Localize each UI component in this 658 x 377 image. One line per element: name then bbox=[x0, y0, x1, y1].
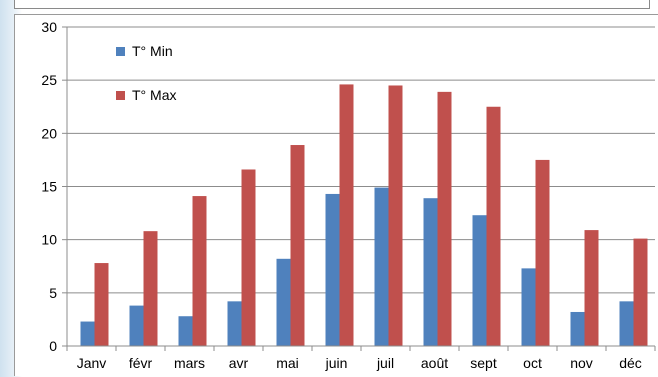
legend-swatch-1 bbox=[116, 91, 125, 100]
y-tick-label: 25 bbox=[41, 72, 57, 88]
y-tick-label: 30 bbox=[41, 19, 57, 35]
gridlines bbox=[67, 26, 655, 294]
bar-min-4 bbox=[276, 258, 291, 346]
bar-min-2 bbox=[178, 316, 193, 346]
legend: T° Min T° Max bbox=[116, 43, 177, 103]
bar-max-2 bbox=[192, 196, 207, 346]
bar-max-0 bbox=[94, 263, 109, 346]
bar-min-10 bbox=[570, 311, 585, 346]
y-tick-label: 10 bbox=[41, 232, 57, 248]
x-tick-label: avr bbox=[229, 355, 249, 371]
bar-min-8 bbox=[472, 215, 487, 346]
y-tick-label: 15 bbox=[41, 179, 57, 195]
bar-max-1 bbox=[143, 231, 158, 346]
x-tick-label: sept bbox=[470, 355, 497, 371]
x-tick-label: févr bbox=[129, 355, 153, 371]
bar-max-6 bbox=[388, 85, 403, 346]
temperature-bar-chart: 0 5 10 15 20 25 30 Janv févr mars avr mai juin juil ao… bbox=[41, 19, 656, 371]
bar-min-9 bbox=[521, 268, 536, 346]
x-tick-label: juin bbox=[325, 355, 348, 371]
y-tick-label: 20 bbox=[41, 125, 57, 141]
bar-min-7 bbox=[423, 198, 438, 346]
legend-label-1: T° Max bbox=[132, 87, 177, 103]
bars bbox=[80, 84, 648, 347]
x-tick-label: déc bbox=[619, 355, 642, 371]
previous-chart-frame-edge bbox=[14, 0, 650, 9]
x-tick-label: mai bbox=[276, 355, 299, 371]
x-tick-label: nov bbox=[570, 355, 593, 371]
bar-max-11 bbox=[633, 238, 648, 346]
bar-max-3 bbox=[241, 169, 256, 346]
x-tick-label: août bbox=[421, 355, 448, 371]
bar-min-5 bbox=[325, 193, 340, 346]
bar-min-11 bbox=[619, 301, 634, 346]
axes bbox=[62, 26, 656, 351]
bar-min-6 bbox=[374, 187, 389, 346]
bar-max-5 bbox=[339, 84, 354, 347]
x-tick-label: juil bbox=[376, 355, 394, 371]
legend-label-0: T° Min bbox=[132, 43, 173, 59]
x-tick-label: mars bbox=[174, 355, 205, 371]
y-tick-label: 5 bbox=[49, 285, 57, 301]
bar-min-1 bbox=[129, 305, 144, 346]
tick-labels: 0 5 10 15 20 25 30 Janv févr mars avr mai juin juil ao… bbox=[41, 19, 641, 371]
y-tick-label: 0 bbox=[49, 338, 57, 354]
x-tick-label: Janv bbox=[77, 355, 107, 371]
x-tick-label: oct bbox=[523, 355, 542, 371]
bar-min-3 bbox=[227, 301, 242, 346]
bar-max-4 bbox=[290, 145, 305, 346]
bar-max-9 bbox=[535, 159, 550, 346]
bar-max-10 bbox=[584, 230, 599, 346]
bar-min-0 bbox=[80, 321, 95, 346]
bar-max-8 bbox=[486, 106, 501, 346]
legend-swatch-0 bbox=[116, 47, 125, 56]
chart-frame: 0 5 10 15 20 25 30 Janv févr mars avr mai juin juil ao… bbox=[14, 14, 658, 376]
bar-max-7 bbox=[437, 91, 452, 346]
